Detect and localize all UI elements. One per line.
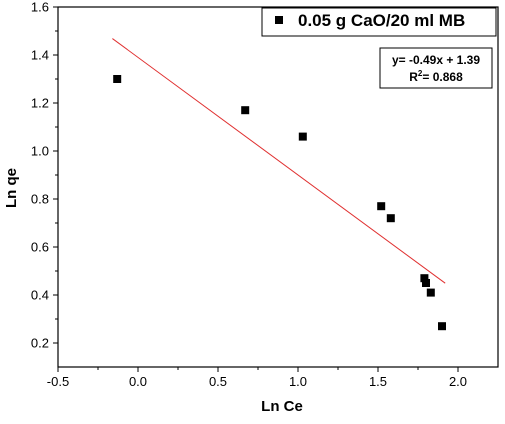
y-tick-label: 0.8 xyxy=(31,192,49,207)
data-point xyxy=(426,288,435,297)
tick-labels: -0.5 0.0 0.5 1.0 1.5 2.0 0.2 0.4 0.6 0.8 1.0 1.2 1.4… xyxy=(31,0,467,389)
y-tick-label: 1.6 xyxy=(31,0,49,15)
data-point xyxy=(386,214,395,223)
y-tick-label: 0.4 xyxy=(31,288,49,303)
data-point xyxy=(438,322,446,331)
y-tick-label: 1.2 xyxy=(31,96,49,111)
x-axis-title: Ln Ce xyxy=(261,398,303,415)
fit-equation-box: y= -0.49x + 1.39 R2= 0.868 xyxy=(379,47,493,89)
data-point xyxy=(422,279,430,287)
legend-marker xyxy=(275,16,283,24)
fit-r-squared: R2= 0.868 xyxy=(409,69,463,84)
legend: 0.05 g CaO/20 ml MB xyxy=(261,7,497,37)
x-tick-label: -0.5 xyxy=(47,374,69,389)
x-tick-label: 0.5 xyxy=(209,374,227,389)
data-point xyxy=(113,75,122,83)
y-tick-label: 0.2 xyxy=(31,336,49,351)
y-axis-title: Ln qe xyxy=(3,168,20,208)
legend-label: 0.05 g CaO/20 ml MB xyxy=(298,11,465,30)
data-point xyxy=(298,132,307,141)
y-tick-label: 1.4 xyxy=(31,48,49,63)
equation-box xyxy=(379,47,493,89)
x-tick-label: 1.5 xyxy=(369,374,387,389)
data-point xyxy=(420,274,429,283)
data-point xyxy=(377,202,386,211)
data-points xyxy=(113,75,446,331)
fit-line xyxy=(112,38,446,284)
r2-value: = 0.868 xyxy=(422,70,463,84)
y-tick-label: 0.6 xyxy=(31,240,49,255)
plot-frame xyxy=(57,6,499,368)
r2-superscript: 2 xyxy=(418,69,423,78)
x-tick-label: 0.0 xyxy=(129,374,147,389)
legend-box xyxy=(261,7,497,37)
fit-equation: y= -0.49x + 1.39 xyxy=(392,53,480,67)
x-tick-label: 2.0 xyxy=(449,374,467,389)
data-point xyxy=(241,106,250,115)
y-tick-label: 1.0 xyxy=(31,144,49,159)
r2-prefix: R xyxy=(409,70,418,84)
axis-ticks xyxy=(53,6,459,372)
x-tick-label: 1.0 xyxy=(289,374,307,389)
